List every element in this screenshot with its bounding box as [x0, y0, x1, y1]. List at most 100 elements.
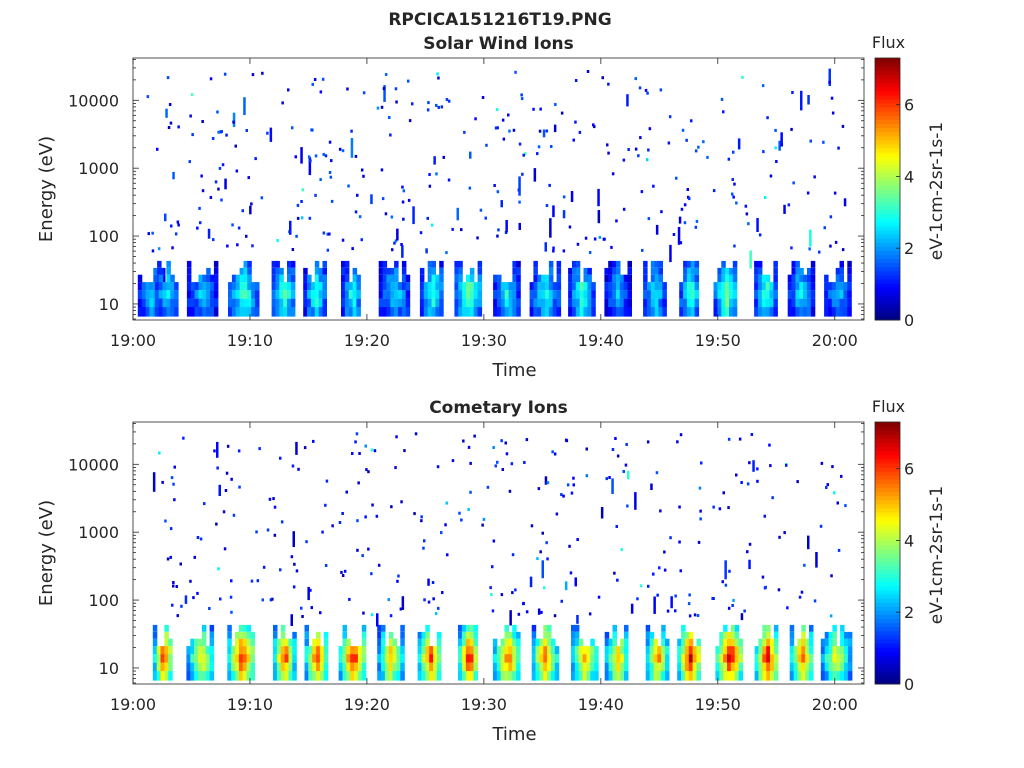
heatmap-cell: [160, 671, 165, 681]
heatmap-cell: [636, 597, 639, 601]
heatmap-cell: [225, 471, 229, 475]
heatmap-cell: [619, 290, 625, 299]
heatmap-cell: [287, 260, 292, 268]
heatmap-cell: [699, 509, 702, 513]
colorbar-segment: [875, 94, 900, 100]
heatmap-cell: [616, 260, 621, 268]
heatmap-cell: [797, 638, 802, 647]
heatmap-cell: [535, 654, 540, 663]
heatmap-cell: [612, 654, 617, 663]
heatmap-cell: [232, 513, 236, 517]
heatmap-cell: [734, 671, 740, 681]
heatmap-cell: [344, 307, 350, 317]
heatmap-cell: [757, 290, 763, 299]
heatmap-cell: [844, 654, 849, 663]
heatmap-cell: [725, 274, 730, 283]
heatmap-cell: [260, 196, 264, 200]
heatmap-cell: [170, 298, 175, 308]
heatmap-cell: [678, 505, 681, 509]
heatmap-cell: [832, 671, 837, 681]
heatmap-cell: [439, 307, 444, 317]
heatmap-cell: [304, 624, 309, 632]
heatmap-cell: [616, 671, 621, 681]
heatmap-cell: [731, 604, 734, 607]
heatmap-cell: [473, 638, 478, 647]
colorbar-segment: [875, 307, 900, 313]
heatmap-cell: [840, 638, 845, 647]
heatmap-cell: [439, 290, 444, 299]
heatmap-cell: [210, 307, 215, 317]
heatmap-cell: [300, 147, 303, 164]
heatmap-cell: [847, 282, 852, 291]
heatmap-cell: [469, 267, 475, 275]
heatmap-cell: [290, 555, 294, 559]
heatmap-cell: [650, 307, 656, 317]
heatmap-cell: [616, 298, 621, 308]
heatmap-cell: [604, 638, 610, 647]
heatmap-cell: [271, 290, 277, 299]
heatmap-cell: [545, 290, 550, 299]
heatmap-cell: [625, 443, 628, 446]
heatmap-cell: [686, 298, 692, 308]
heatmap-cell: [847, 671, 853, 681]
heatmap-cell: [570, 491, 574, 495]
colorbar-segment: [875, 111, 900, 116]
heatmap-cell: [735, 201, 738, 205]
heatmap-cell: [493, 307, 498, 317]
heatmap-cell: [308, 671, 313, 681]
heatmap-cell: [692, 671, 698, 681]
heatmap-cell: [235, 274, 241, 283]
heatmap-cell: [786, 606, 789, 610]
heatmap-cell: [322, 298, 327, 308]
heatmap-cell: [504, 662, 509, 672]
heatmap-cell: [169, 527, 173, 531]
heatmap-cell: [276, 654, 282, 663]
heatmap-cell: [697, 145, 700, 149]
heatmap-cell: [754, 646, 760, 655]
heatmap-cell: [799, 290, 804, 299]
heatmap-cell: [400, 646, 405, 655]
heatmap-cell: [238, 646, 244, 655]
heatmap-cell: [323, 646, 329, 655]
heatmap-cell: [192, 596, 195, 600]
heatmap-cell: [458, 624, 463, 632]
heatmap-cell: [186, 654, 191, 663]
heatmap-cell: [627, 260, 632, 268]
heatmap-cell: [362, 174, 365, 178]
heatmap-cell: [500, 439, 503, 443]
heatmap-cell: [405, 274, 411, 283]
heatmap-cell: [554, 103, 557, 106]
heatmap-cell: [654, 267, 660, 275]
heatmap-cell: [719, 638, 724, 647]
heatmap-cell: [612, 290, 617, 299]
heatmap-cell: [679, 433, 683, 437]
heatmap-cell: [553, 452, 557, 456]
heatmap-cell: [677, 227, 681, 245]
heatmap-cell: [230, 610, 233, 614]
heatmap-cell: [190, 93, 194, 97]
heatmap-cell: [321, 77, 325, 81]
heatmap-cell: [587, 307, 592, 317]
heatmap-cell: [190, 290, 196, 299]
heatmap-cell: [668, 115, 672, 119]
heatmap-cell: [461, 671, 467, 681]
heatmap-cell: [504, 624, 509, 632]
heatmap-cell: [799, 307, 804, 317]
heatmap-cell: [186, 260, 192, 268]
heatmap-cell: [303, 274, 308, 283]
colorbar-segment: [875, 119, 900, 124]
heatmap-cell: [803, 563, 806, 567]
heatmap-cell: [574, 654, 580, 663]
heatmap-cell: [295, 569, 299, 573]
heatmap-cell: [235, 282, 241, 291]
heatmap-cell: [411, 102, 414, 106]
heatmap-cell: [190, 654, 195, 663]
heatmap-cell: [356, 290, 361, 299]
heatmap-cell: [754, 260, 759, 268]
heatmap-cell: [799, 267, 804, 275]
heatmap-cell: [194, 298, 200, 308]
heatmap-cell: [773, 307, 778, 317]
heatmap-cell: [301, 188, 304, 192]
heatmap-cell: [250, 671, 255, 681]
